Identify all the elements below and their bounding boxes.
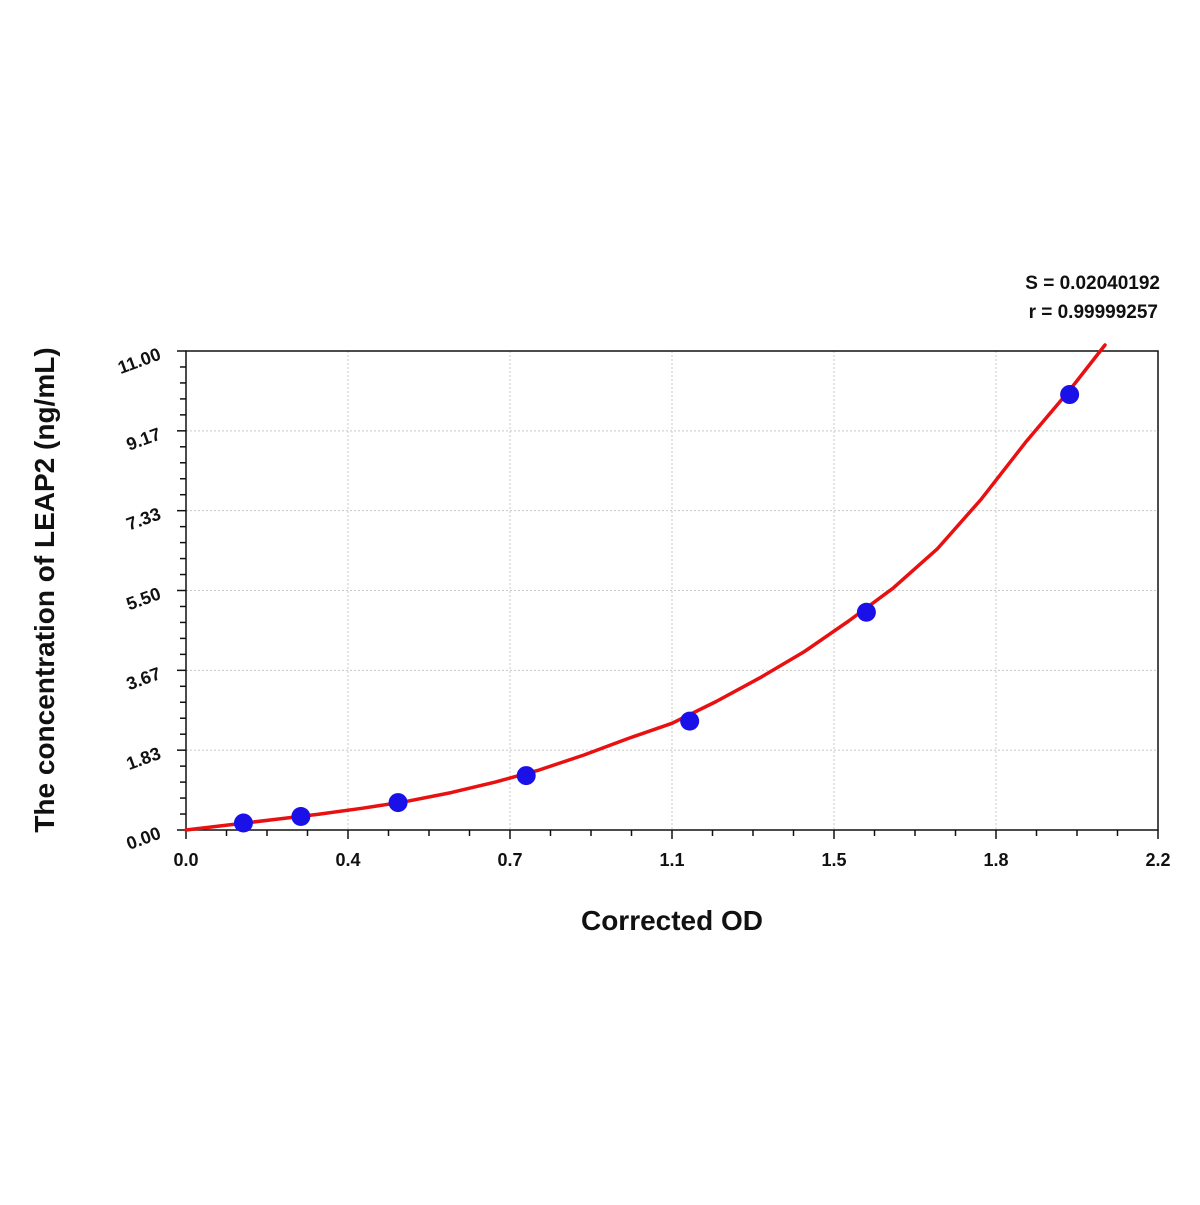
x-tick-label: 0.4: [335, 850, 360, 870]
y-tick-label: 9.17: [124, 424, 164, 455]
data-point: [388, 793, 408, 813]
x-tick-label: 0.7: [497, 850, 522, 870]
data-point: [856, 602, 876, 622]
axes: [177, 350, 1159, 839]
x-tick-label: 1.1: [659, 850, 684, 870]
x-axis-title: Corrected OD: [581, 905, 763, 936]
data-point: [233, 813, 253, 833]
s-statistic: S = 0.02040192: [1025, 273, 1160, 294]
fit-curve: [184, 343, 1107, 832]
data-point: [291, 807, 311, 827]
grid: [186, 351, 1158, 830]
y-tick-label: 7.33: [124, 504, 164, 535]
fit-curve-layer: [184, 343, 1107, 832]
x-tick-label: 2.2: [1145, 850, 1170, 870]
data-point: [1060, 385, 1080, 405]
y-tick-label: 5.50: [124, 583, 164, 614]
y-tick-label: 1.83: [124, 743, 164, 774]
tick-labels: 0.0 0.4 0.7 1.1 1.5 1.8 2.2 0.00 1.83 3.67 5.50 7.3…: [115, 344, 1170, 870]
y-tick-label: 0.00: [124, 823, 164, 854]
data-point: [516, 766, 536, 786]
y-tick-label: 3.67: [124, 663, 164, 694]
x-tick-label: 0.0: [173, 850, 198, 870]
y-tick-label: 11.00: [115, 344, 163, 378]
x-tick-label: 1.5: [821, 850, 846, 870]
data-points: [233, 385, 1080, 833]
y-axis-title: The concentration of LEAP2 (ng/mL): [29, 347, 60, 832]
x-tick-label: 1.8: [983, 850, 1008, 870]
data-point: [680, 711, 700, 731]
r-statistic: r = 0.99999257: [1029, 302, 1158, 323]
